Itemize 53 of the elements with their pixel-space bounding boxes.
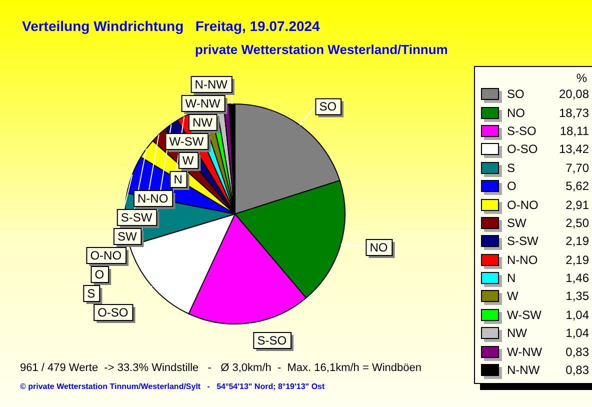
- legend-label: SW: [507, 216, 528, 230]
- data-label: 0,83: [566, 344, 589, 359]
- legend-label: S-SW: [507, 234, 540, 248]
- legend-label: N-NW: [507, 363, 541, 378]
- legend-label: O-NO: [507, 198, 540, 212]
- legend-label: O-SO: [507, 142, 539, 156]
- data-label: 1,46: [566, 271, 589, 286]
- chart-subtitle: private Wetterstation Westerland/Tinnum: [195, 42, 448, 57]
- slice-label: O: [94, 267, 104, 282]
- legend-label: SO: [507, 87, 526, 102]
- text: © private Wetterstation Tinnum/Westerland/Sylt - 54°54'13" Nord; 8°19'13" Ost: [20, 382, 325, 391]
- legend-label: N-NO: [507, 252, 539, 267]
- data-label: 18,73: [558, 106, 589, 120]
- data-label: 13,42: [558, 142, 589, 156]
- slice-label: N-NW: [194, 77, 228, 92]
- data-label: 2,19: [566, 252, 589, 267]
- category-label: W: [182, 153, 194, 168]
- slice-label: NO: [370, 240, 388, 254]
- legend-title: %: [575, 71, 588, 85]
- slice-label: SO: [319, 100, 337, 114]
- data-label: 1,04: [566, 308, 589, 322]
- data-label: 5,62: [566, 179, 589, 194]
- slice-label: S-SO: [257, 333, 287, 348]
- legend-label: W: [507, 289, 520, 304]
- data-label: 20,08: [558, 87, 589, 102]
- slice-label: O-SO: [98, 305, 128, 320]
- legend-label: O: [507, 179, 518, 194]
- legend-label: NO: [507, 106, 526, 120]
- category-label: W-SW: [169, 134, 204, 148]
- chart-title: Verteilung Windrichtung Freitag, 19.07.2024: [22, 18, 320, 34]
- category-label: W-NW: [185, 96, 220, 110]
- text: 961 / 479 Werte -> 33.3% Windstille - Ø 3,0km/h - Max. 16,1km/h = Windböen: [20, 362, 422, 374]
- data-label: 18,11: [560, 124, 589, 138]
- legend-label: N: [507, 271, 517, 286]
- data-label: 1,04: [566, 326, 589, 340]
- data-label: 2,50: [566, 216, 589, 230]
- data-label: 7,70: [566, 160, 589, 175]
- category-label: S-SW: [120, 210, 152, 224]
- data-label: 0,83: [566, 363, 589, 378]
- legend-label: S: [507, 160, 516, 175]
- legend-label: W-SW: [507, 308, 542, 322]
- slice-label: S: [87, 286, 96, 300]
- category-label: NW: [192, 115, 212, 130]
- data-label: 2,19: [566, 234, 589, 248]
- legend-label: NW: [507, 326, 528, 340]
- legend-label: S-SO: [507, 124, 538, 138]
- category-label: SW: [117, 229, 137, 244]
- data-label: 2,91: [566, 198, 589, 212]
- slice-label: O-NO: [90, 248, 122, 262]
- legend-label: W-NW: [507, 344, 544, 359]
- data-label: 1,35: [566, 289, 589, 304]
- category-label: N: [174, 172, 182, 186]
- category-label: N-NO: [137, 191, 168, 206]
